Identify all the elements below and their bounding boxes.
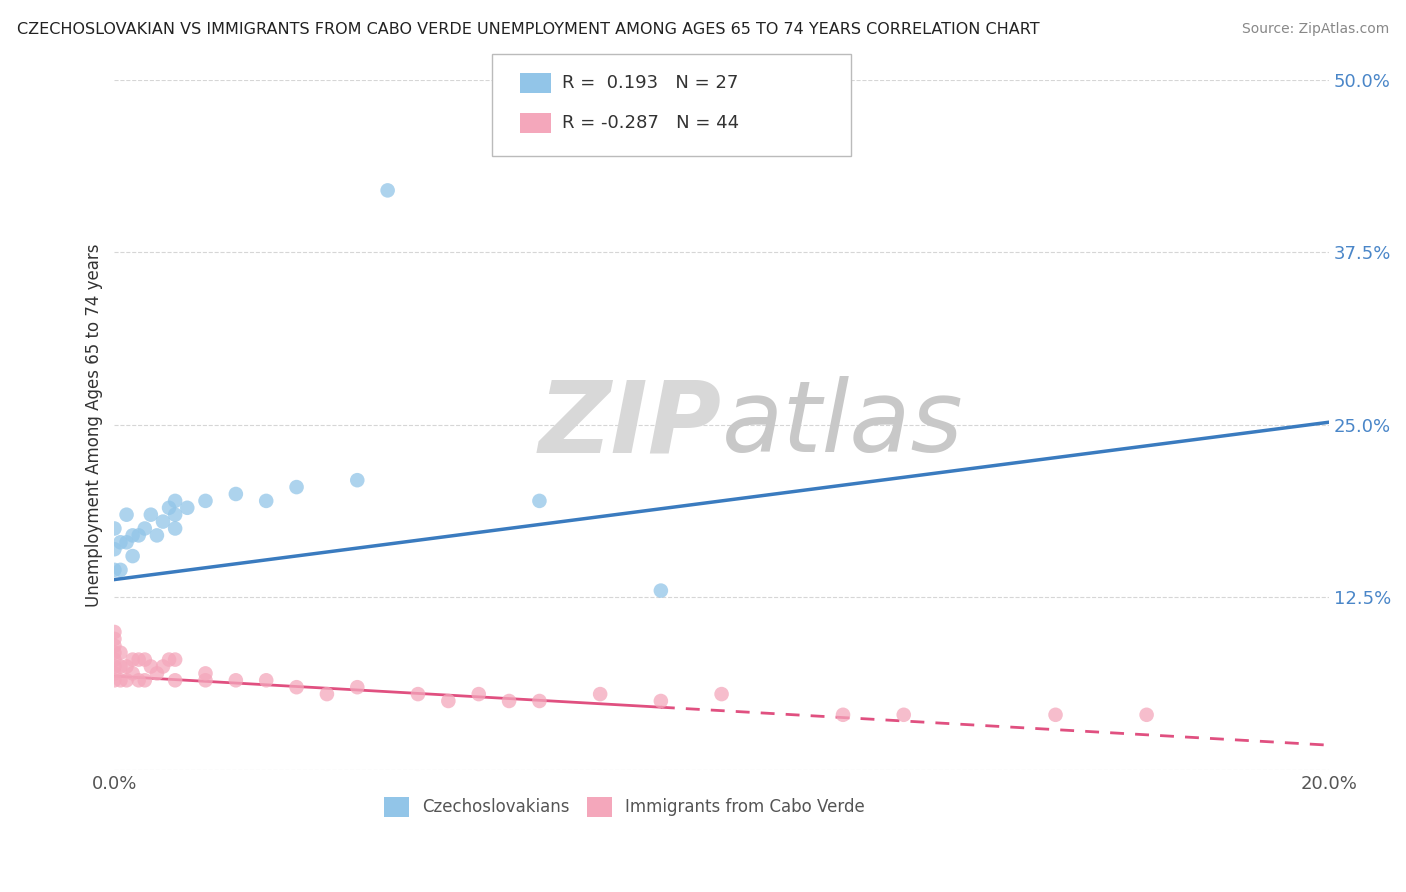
Point bbox=[157, 652, 180, 666]
Y-axis label: Unemployment Among Ages 65 to 74 years: Unemployment Among Ages 65 to 74 years bbox=[86, 244, 103, 607]
Point bbox=[176, 500, 198, 515]
Point bbox=[165, 508, 187, 522]
Point bbox=[285, 480, 308, 494]
Point bbox=[254, 673, 277, 688]
Point bbox=[134, 521, 156, 535]
Point bbox=[103, 521, 125, 535]
Point bbox=[115, 659, 138, 673]
Point bbox=[103, 646, 125, 660]
Point bbox=[194, 673, 217, 688]
Text: ZIP: ZIP bbox=[538, 376, 721, 474]
Point bbox=[128, 673, 150, 688]
Point bbox=[225, 673, 247, 688]
Point bbox=[110, 563, 132, 577]
Point bbox=[406, 687, 429, 701]
Point bbox=[589, 687, 612, 701]
Point bbox=[146, 666, 169, 681]
Point bbox=[529, 694, 551, 708]
Point bbox=[115, 508, 138, 522]
Point bbox=[346, 680, 368, 694]
Point bbox=[103, 666, 125, 681]
Point bbox=[254, 494, 277, 508]
Point bbox=[110, 673, 132, 688]
Point bbox=[710, 687, 733, 701]
Point bbox=[165, 652, 187, 666]
Point bbox=[103, 542, 125, 557]
Point bbox=[146, 528, 169, 542]
Point bbox=[103, 639, 125, 653]
Text: atlas: atlas bbox=[721, 376, 963, 474]
Point bbox=[121, 652, 143, 666]
Point bbox=[134, 652, 156, 666]
Point bbox=[152, 659, 174, 673]
Point bbox=[893, 707, 915, 722]
Point bbox=[285, 680, 308, 694]
Point bbox=[165, 521, 187, 535]
Point bbox=[437, 694, 460, 708]
Point bbox=[377, 183, 399, 197]
Point bbox=[152, 515, 174, 529]
Text: CZECHOSLOVAKIAN VS IMMIGRANTS FROM CABO VERDE UNEMPLOYMENT AMONG AGES 65 TO 74 Y: CZECHOSLOVAKIAN VS IMMIGRANTS FROM CABO … bbox=[17, 22, 1039, 37]
Point bbox=[110, 659, 132, 673]
Point bbox=[128, 528, 150, 542]
Point bbox=[650, 694, 672, 708]
Point bbox=[1045, 707, 1067, 722]
Point bbox=[346, 473, 368, 487]
Point bbox=[529, 494, 551, 508]
Point bbox=[157, 500, 180, 515]
Point bbox=[225, 487, 247, 501]
Point bbox=[650, 583, 672, 598]
Point bbox=[103, 632, 125, 646]
Point bbox=[165, 494, 187, 508]
Point bbox=[467, 687, 489, 701]
Point bbox=[134, 673, 156, 688]
Point bbox=[103, 563, 125, 577]
Point bbox=[194, 494, 217, 508]
Point bbox=[103, 625, 125, 640]
Text: Source: ZipAtlas.com: Source: ZipAtlas.com bbox=[1241, 22, 1389, 37]
Point bbox=[832, 707, 855, 722]
Point bbox=[103, 659, 125, 673]
Text: R = -0.287   N = 44: R = -0.287 N = 44 bbox=[562, 114, 740, 132]
Point bbox=[110, 535, 132, 549]
Text: R =  0.193   N = 27: R = 0.193 N = 27 bbox=[562, 74, 738, 92]
Point bbox=[316, 687, 339, 701]
Legend: Czechoslovakians, Immigrants from Cabo Verde: Czechoslovakians, Immigrants from Cabo V… bbox=[377, 790, 872, 824]
Point bbox=[103, 652, 125, 666]
Point bbox=[115, 673, 138, 688]
Point bbox=[110, 646, 132, 660]
Point bbox=[498, 694, 520, 708]
Point bbox=[194, 666, 217, 681]
Point bbox=[165, 673, 187, 688]
Point bbox=[121, 549, 143, 563]
Point bbox=[121, 666, 143, 681]
Point bbox=[115, 535, 138, 549]
Point bbox=[139, 508, 162, 522]
Point bbox=[103, 673, 125, 688]
Point bbox=[1136, 707, 1159, 722]
Point bbox=[128, 652, 150, 666]
Point bbox=[139, 659, 162, 673]
Point bbox=[121, 528, 143, 542]
